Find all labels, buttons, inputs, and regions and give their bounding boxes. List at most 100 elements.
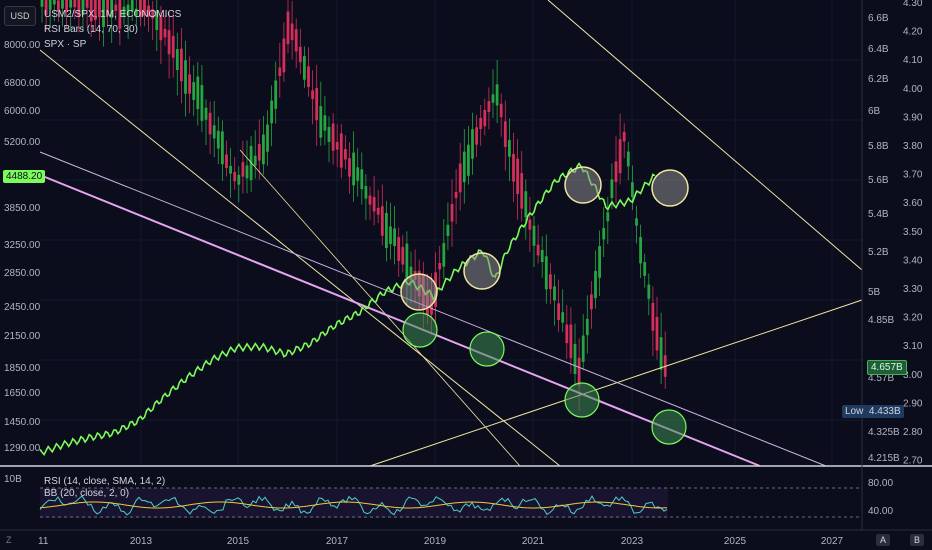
right-outer-axis-label: 3.20 bbox=[903, 313, 923, 324]
right-inner-axis-label: 4.215B bbox=[868, 453, 900, 464]
candle-body bbox=[192, 82, 196, 100]
currency-button[interactable]: USD bbox=[4, 6, 36, 26]
current-value-tag: 4.657B bbox=[867, 360, 907, 375]
rsi-axis-label-40: 40.00 bbox=[868, 506, 893, 517]
candle-body bbox=[557, 303, 560, 321]
candle-body bbox=[85, 0, 89, 8]
candle-body bbox=[40, 0, 44, 7]
candle-body bbox=[348, 158, 351, 177]
trend-line-long-descending[interactable] bbox=[39, 49, 561, 467]
candle-body bbox=[450, 203, 454, 222]
candle-body bbox=[380, 206, 384, 236]
candle-body bbox=[266, 124, 269, 152]
candle-body bbox=[89, 0, 93, 22]
time-axis[interactable]: 11 2013 2015 2017 2019 2021 2023 2025 2027 bbox=[38, 536, 844, 547]
green-circle-2022[interactable] bbox=[564, 382, 600, 418]
legend-rsi-bars[interactable]: RSI Bars (14, 70, 30) bbox=[44, 24, 138, 35]
candle-body bbox=[536, 244, 540, 256]
left-axis-label: 1650.00 bbox=[4, 388, 41, 399]
right-outer-axis-label: 3.30 bbox=[903, 284, 923, 295]
candle-body bbox=[458, 163, 462, 193]
candle-body bbox=[352, 152, 355, 186]
bottom-button-z[interactable]: Z bbox=[6, 535, 12, 545]
right-outer-axis-label: 3.00 bbox=[903, 370, 923, 381]
rsi-band-fill bbox=[40, 488, 668, 518]
candle-body bbox=[585, 318, 589, 336]
candle-body bbox=[147, 5, 150, 17]
bottom-button-a[interactable]: A bbox=[876, 534, 891, 546]
channel-line-pink[interactable] bbox=[39, 174, 761, 467]
candle-body bbox=[102, 0, 105, 27]
candle-body bbox=[471, 129, 474, 159]
candle-body bbox=[393, 228, 396, 247]
spx-line bbox=[39, 162, 656, 457]
candle-body bbox=[524, 191, 528, 218]
left-axis-label: 6000.00 bbox=[4, 106, 41, 117]
right-inner-axis[interactable]: 6.6B 6.4B 6.2B 6B 5.8B 5.6B 5.4B 5.2B 5B 4.85B 4.5… bbox=[868, 13, 900, 464]
candle-body bbox=[69, 0, 73, 8]
candle-body bbox=[647, 284, 651, 299]
candle-body bbox=[520, 173, 524, 209]
green-circle-2023[interactable] bbox=[651, 409, 687, 445]
trend-lines bbox=[39, 0, 863, 467]
legend-symbol[interactable]: USM2/SPX, 1M, ECONOMICS bbox=[44, 9, 182, 20]
left-axis-label: 8000.00 bbox=[4, 40, 41, 51]
chart-grid bbox=[40, 0, 862, 466]
candle-body bbox=[319, 106, 323, 138]
candle-body bbox=[327, 126, 331, 142]
left-axis-label: 3250.00 bbox=[4, 240, 41, 251]
green-circle-2018[interactable] bbox=[402, 312, 438, 348]
left-axis-label: 3850.00 bbox=[4, 203, 41, 214]
trend-line-ascending[interactable] bbox=[369, 299, 863, 467]
grey-circle-2018[interactable] bbox=[400, 273, 438, 311]
bottom-button-b[interactable]: B bbox=[910, 534, 925, 546]
legend-rsi[interactable]: RSI (14, close, SMA, 14, 2) bbox=[44, 476, 165, 487]
candle-body bbox=[479, 117, 483, 129]
candle-body bbox=[446, 224, 450, 237]
right-outer-axis-label: 3.40 bbox=[903, 255, 923, 266]
trend-line-steep-descending[interactable] bbox=[239, 149, 521, 467]
candle-body bbox=[344, 149, 347, 160]
left-axis-label: 2850.00 bbox=[4, 268, 41, 279]
left-price-axis[interactable]: 8000.00 6800.00 6000.00 5200.00 3850.00 3250.… bbox=[4, 40, 41, 454]
left-price-tag: 4488.20 bbox=[3, 170, 46, 183]
candle-body bbox=[270, 100, 273, 124]
grey-circle-2023[interactable] bbox=[651, 169, 689, 207]
right-inner-axis-label: 5.4B bbox=[868, 209, 889, 220]
channel-line-light[interactable] bbox=[39, 151, 827, 467]
trend-line-upper-right[interactable] bbox=[547, 0, 863, 271]
candle-body bbox=[126, 4, 130, 16]
candle-body bbox=[237, 174, 241, 185]
candle-body bbox=[405, 243, 409, 279]
right-inner-axis-label: 4.325B bbox=[868, 427, 900, 438]
candle-body bbox=[233, 171, 237, 182]
right-outer-axis[interactable]: 4.30 4.20 4.10 4.00 3.90 3.80 3.70 3.60 3.50 3.40… bbox=[903, 0, 923, 467]
candle-body bbox=[73, 0, 77, 8]
left-axis-label: 1290.00 bbox=[4, 443, 41, 454]
right-outer-axis-label: 4.20 bbox=[903, 27, 923, 38]
grey-circle-2019[interactable] bbox=[463, 252, 501, 290]
right-outer-axis-label: 3.10 bbox=[903, 341, 923, 352]
candle-body bbox=[389, 226, 392, 245]
candle-body bbox=[52, 0, 56, 5]
candle-body bbox=[307, 66, 310, 88]
candle-body bbox=[565, 324, 569, 344]
time-axis-label: 2019 bbox=[424, 536, 447, 547]
grey-circle-2021[interactable] bbox=[564, 166, 602, 204]
legend-bb[interactable]: BB (20, close, 2, 0) bbox=[44, 488, 129, 499]
highlight-circles bbox=[400, 166, 689, 445]
green-circle-2020[interactable] bbox=[469, 331, 505, 367]
time-axis-label: 2021 bbox=[522, 536, 545, 547]
candle-body bbox=[212, 125, 216, 139]
candle-body bbox=[167, 30, 171, 55]
right-inner-axis-label: 6.4B bbox=[868, 44, 889, 55]
candle-body bbox=[626, 151, 630, 167]
legend-spx[interactable]: SPX · SP bbox=[44, 39, 87, 50]
candle-body bbox=[106, 0, 109, 16]
candle-body bbox=[573, 343, 577, 374]
candle-body bbox=[475, 127, 478, 145]
candle-body bbox=[216, 130, 220, 149]
candle-body bbox=[467, 144, 470, 176]
low-value: 4.433B bbox=[868, 406, 901, 417]
